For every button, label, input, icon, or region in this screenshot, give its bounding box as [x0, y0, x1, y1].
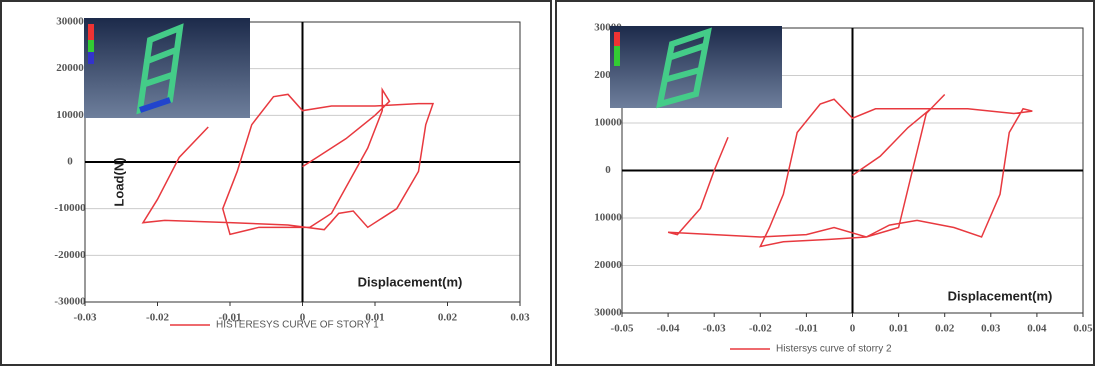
- legend-label: HISTERESYS CURVE OF STORY 1: [216, 320, 379, 331]
- x-tick-label: -0.04: [657, 323, 680, 335]
- x-tick-label: 0.05: [1073, 323, 1093, 335]
- x-tick-label: 0: [850, 323, 856, 335]
- y-tick-label: 10000: [594, 212, 622, 224]
- inset-image: [84, 18, 250, 118]
- x-tick-label: -0.03: [703, 323, 726, 335]
- x-tick-label: -0.02: [146, 312, 169, 324]
- y-tick-label: 10000: [594, 117, 622, 129]
- x-tick-label: -0.05: [611, 323, 634, 335]
- x-axis-label: Displacement(m): [358, 274, 463, 289]
- y-tick-label: 30000: [56, 16, 84, 28]
- x-tick-label: 0.04: [1027, 323, 1047, 335]
- x-tick-label: -0.02: [749, 323, 772, 335]
- y-tick-label: 20000: [594, 259, 622, 271]
- y-axis-label: Load(N): [111, 157, 126, 206]
- x-axis-label: Displacement(m): [948, 288, 1053, 303]
- x-tick-label: 0.01: [889, 323, 908, 335]
- y-tick-label: 0: [605, 164, 611, 176]
- x-tick-label: 0.02: [935, 323, 955, 335]
- y-tick-label: 20000: [56, 62, 84, 74]
- x-tick-label: -0.01: [795, 323, 818, 335]
- y-tick-label: -30000: [54, 296, 86, 308]
- y-tick-label: 10000: [56, 109, 84, 121]
- legend-label: Histersys curve of storry 2: [776, 344, 892, 355]
- x-tick-label: 0.03: [981, 323, 1001, 335]
- y-tick-label: 30000: [594, 307, 622, 319]
- x-tick-label: 0.03: [510, 312, 530, 324]
- inset-image: [610, 26, 782, 108]
- x-tick-label: -0.03: [74, 312, 97, 324]
- y-tick-label: 0: [67, 156, 73, 168]
- y-tick-label: -20000: [54, 249, 86, 261]
- panel-frame: [1, 1, 551, 365]
- x-tick-label: 0.02: [438, 312, 458, 324]
- y-tick-label: -10000: [54, 202, 86, 214]
- page: -30000 -20000 -10000 0 10000 20000 30000 -0.03 -…: [0, 0, 1095, 366]
